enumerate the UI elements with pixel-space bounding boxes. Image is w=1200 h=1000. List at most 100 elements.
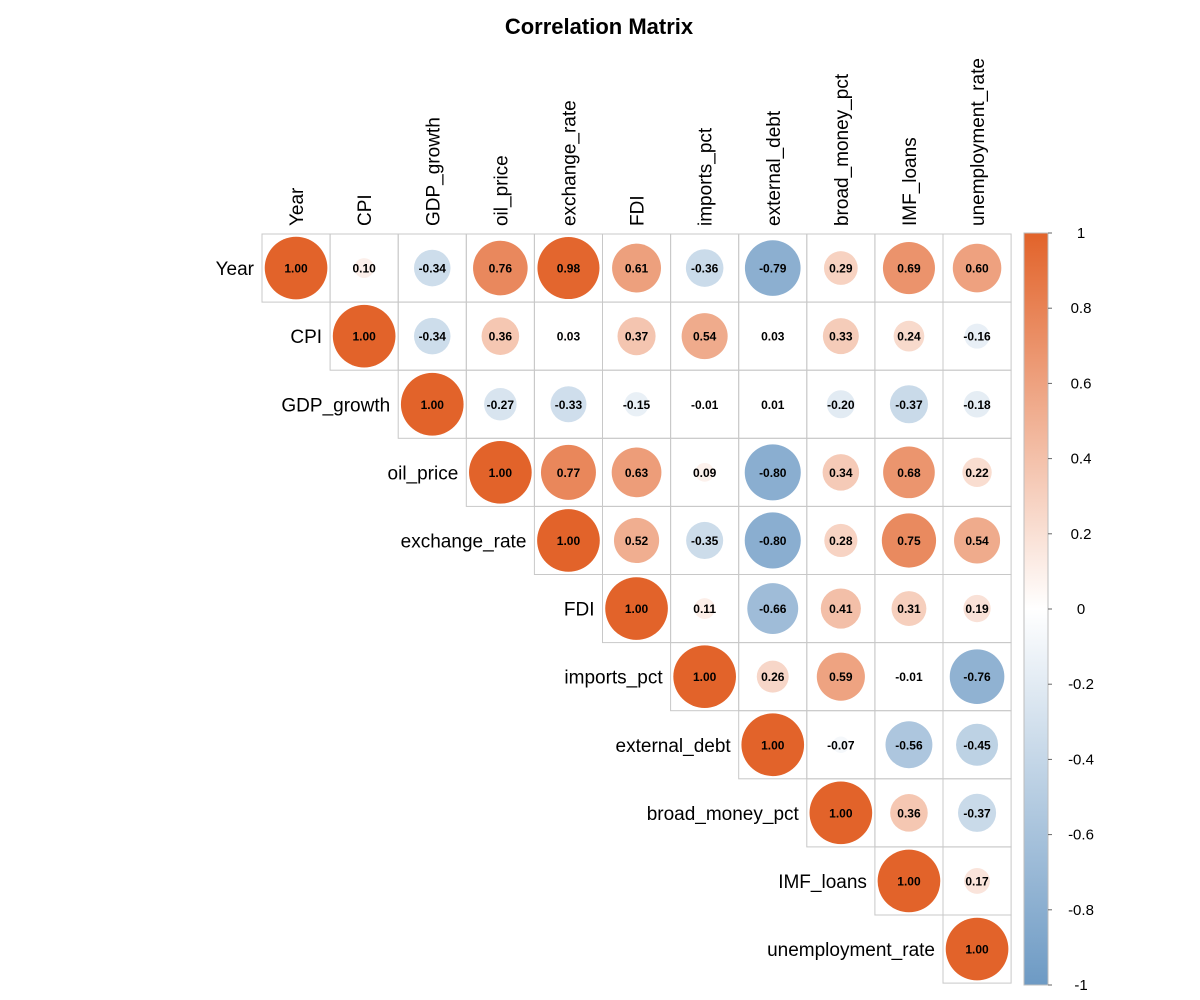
correlation-value: 0.26 bbox=[761, 670, 785, 684]
correlation-value: -0.80 bbox=[759, 534, 787, 548]
legend-tick-label: 0.2 bbox=[1071, 526, 1092, 543]
correlation-circle bbox=[537, 509, 600, 572]
correlation-circle bbox=[264, 236, 328, 300]
correlation-circle bbox=[889, 385, 929, 424]
correlation-circle bbox=[747, 583, 799, 634]
row-label: broad_money_pct bbox=[647, 804, 800, 825]
correlation-value: 0.36 bbox=[489, 330, 513, 344]
correlation-circle bbox=[617, 317, 656, 356]
correlation-value: 0.63 bbox=[625, 466, 649, 480]
correlation-circle bbox=[332, 304, 396, 368]
correlation-value: -0.33 bbox=[555, 398, 583, 412]
correlation-value: 0.41 bbox=[829, 602, 853, 616]
correlation-value: -0.66 bbox=[759, 602, 787, 616]
grid-cell bbox=[942, 914, 1012, 984]
correlation-value: -0.20 bbox=[827, 398, 855, 412]
correlation-value: 0.09 bbox=[693, 466, 717, 480]
correlation-circle bbox=[816, 652, 865, 701]
correlation-value: 0.03 bbox=[557, 330, 581, 344]
correlation-value: 0.76 bbox=[489, 262, 513, 276]
correlation-circle bbox=[832, 736, 850, 754]
correlation-circle bbox=[563, 330, 574, 342]
row-label: IMF_loans bbox=[778, 872, 867, 893]
correlation-circle bbox=[954, 517, 1001, 564]
correlation-circle bbox=[963, 390, 991, 418]
row-label: Year bbox=[216, 259, 255, 280]
correlation-value: 0.98 bbox=[557, 262, 581, 276]
column-label: exchange_rate bbox=[559, 100, 580, 226]
correlation-value: 0.10 bbox=[352, 262, 376, 276]
correlation-value: 1.00 bbox=[897, 874, 921, 888]
correlation-value: -0.01 bbox=[895, 670, 923, 684]
row-label: oil_price bbox=[388, 463, 459, 484]
correlation-circle bbox=[469, 441, 532, 504]
correlation-circle bbox=[624, 392, 649, 417]
column-label: GDP_growth bbox=[423, 117, 444, 226]
row-labels: Year CPI GDP_growth oil_price exchange_rate F… bbox=[216, 259, 935, 961]
correlation-circle bbox=[413, 249, 451, 287]
correlation-circle bbox=[744, 240, 801, 296]
correlation-value: -0.18 bbox=[963, 398, 991, 412]
correlation-value: 0.59 bbox=[829, 670, 853, 684]
correlation-value: 0.61 bbox=[625, 262, 649, 276]
row-label: external_debt bbox=[616, 736, 732, 757]
correlation-value: -0.07 bbox=[827, 738, 855, 752]
correlation-value: 1.00 bbox=[352, 330, 376, 344]
correlation-circle bbox=[744, 444, 801, 501]
correlation-value: 0.01 bbox=[761, 398, 785, 412]
correlation-value: -0.16 bbox=[963, 330, 991, 344]
correlation-circle bbox=[605, 577, 668, 640]
legend-tick-label: -0.8 bbox=[1068, 902, 1094, 919]
correlation-value: 0.60 bbox=[965, 262, 989, 276]
correlation-circle bbox=[540, 444, 596, 500]
row-label: exchange_rate bbox=[401, 531, 527, 552]
correlation-circle bbox=[613, 517, 660, 564]
correlation-value: -0.34 bbox=[419, 330, 447, 344]
column-label: imports_pct bbox=[696, 127, 717, 226]
legend-tick-label: -0.2 bbox=[1068, 676, 1094, 693]
correlation-value: -0.80 bbox=[759, 466, 787, 480]
column-label: oil_price bbox=[491, 155, 512, 226]
column-label: IMF_loans bbox=[900, 137, 921, 226]
correlation-value: -0.37 bbox=[963, 806, 991, 820]
correlation-circle bbox=[826, 390, 855, 419]
correlation-value: -0.36 bbox=[691, 262, 719, 276]
correlation-circle bbox=[701, 401, 708, 408]
correlation-value: -0.01 bbox=[691, 398, 719, 412]
correlation-value: 1.00 bbox=[284, 262, 308, 276]
correlation-value: -0.27 bbox=[487, 398, 515, 412]
correlation-value: 0.03 bbox=[761, 330, 785, 344]
correlation-value: 0.17 bbox=[965, 874, 989, 888]
correlation-circle bbox=[611, 447, 662, 498]
correlation-circle bbox=[881, 513, 937, 568]
correlation-value: 0.37 bbox=[625, 330, 649, 344]
correlation-circle bbox=[963, 594, 991, 623]
correlation-value: 0.28 bbox=[829, 534, 853, 548]
correlation-circle bbox=[820, 588, 861, 629]
correlation-value: 0.19 bbox=[965, 602, 989, 616]
column-label: broad_money_pct bbox=[832, 73, 853, 226]
correlation-circle bbox=[945, 917, 1009, 981]
correlation-circle bbox=[956, 723, 999, 766]
correlation-value: -0.35 bbox=[691, 534, 719, 548]
chart-title: Correlation Matrix bbox=[505, 14, 694, 39]
legend-tick-label: -0.6 bbox=[1068, 827, 1094, 844]
correlation-circle bbox=[612, 243, 662, 293]
column-label: CPI bbox=[355, 194, 376, 226]
correlation-circle bbox=[756, 660, 789, 693]
correlation-circle bbox=[767, 330, 779, 342]
correlation-circle bbox=[681, 313, 728, 360]
correlation-circle bbox=[481, 317, 520, 355]
correlation-value: 1.00 bbox=[489, 466, 513, 480]
correlation-circle bbox=[744, 512, 801, 569]
correlation-value: -0.45 bbox=[963, 738, 991, 752]
correlation-circle bbox=[484, 387, 517, 421]
correlation-circle bbox=[685, 249, 724, 287]
correlation-circle bbox=[741, 713, 805, 777]
correlation-circle bbox=[893, 320, 925, 352]
correlation-circle bbox=[550, 386, 587, 423]
correlation-value: -0.76 bbox=[963, 670, 991, 684]
correlation-value: 1.00 bbox=[625, 602, 649, 616]
legend-tick-label: 0.8 bbox=[1071, 300, 1092, 317]
